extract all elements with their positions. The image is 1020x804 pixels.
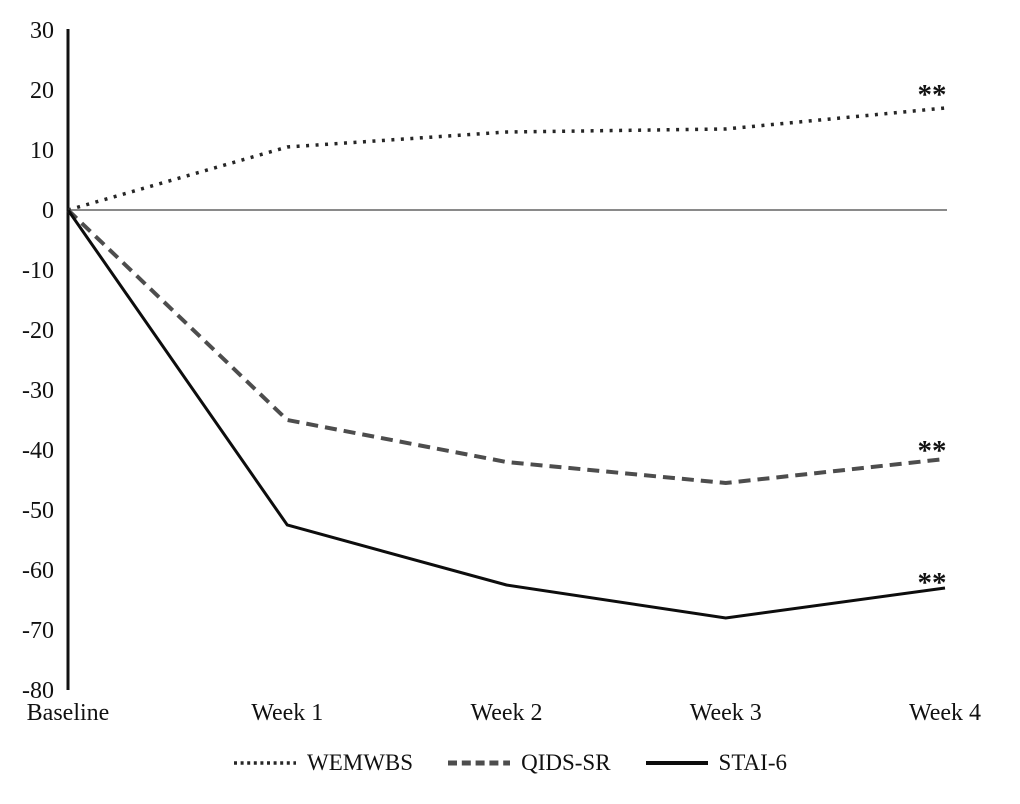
legend-label-stai-6: STAI-6 xyxy=(718,750,787,775)
series-line-qids-sr xyxy=(66,208,946,486)
dashed-line-sample-icon xyxy=(448,760,511,766)
y-tick-label: -40 xyxy=(22,438,54,464)
legend-item-stai-6: STAI-6 xyxy=(645,750,787,776)
legend-item-qids-sr: QIDS-SR xyxy=(447,750,611,776)
x-category-label: Week 3 xyxy=(690,700,762,726)
series-line-stai-6 xyxy=(66,209,946,620)
x-category-label: Week 4 xyxy=(909,700,981,726)
y-tick-label: 20 xyxy=(30,78,54,104)
y-tick-label: 30 xyxy=(30,18,54,44)
y-tick-label: -30 xyxy=(22,378,54,404)
significance-marker-qids-sr: ** xyxy=(918,435,947,467)
series-line-wemwbs xyxy=(67,106,946,212)
y-tick-label: -80 xyxy=(22,678,54,704)
solid-line-sample-icon xyxy=(645,761,708,765)
x-category-label: Baseline xyxy=(27,700,110,726)
y-tick-label: -70 xyxy=(22,618,54,644)
legend-label-wemwbs: WEMWBS xyxy=(307,750,414,775)
y-tick-label: -10 xyxy=(22,258,54,284)
y-tick-label: 0 xyxy=(42,198,54,224)
significance-marker-wemwbs: ** xyxy=(918,79,947,111)
legend-label-qids-sr: QIDS-SR xyxy=(521,750,611,775)
x-category-label: Week 2 xyxy=(470,700,542,726)
chart-legend: WEMWBS QIDS-SR STAI-6 xyxy=(0,750,1020,776)
significance-marker-stai-6: ** xyxy=(918,567,947,599)
y-tick-label: -20 xyxy=(22,318,54,344)
y-tick-label: -50 xyxy=(22,498,54,524)
dotted-line-sample-icon xyxy=(234,761,297,765)
y-tick-label: -60 xyxy=(22,558,54,584)
legend-item-wemwbs: WEMWBS xyxy=(233,750,413,776)
x-category-label: Week 1 xyxy=(251,700,323,726)
y-tick-label: 10 xyxy=(30,138,54,164)
